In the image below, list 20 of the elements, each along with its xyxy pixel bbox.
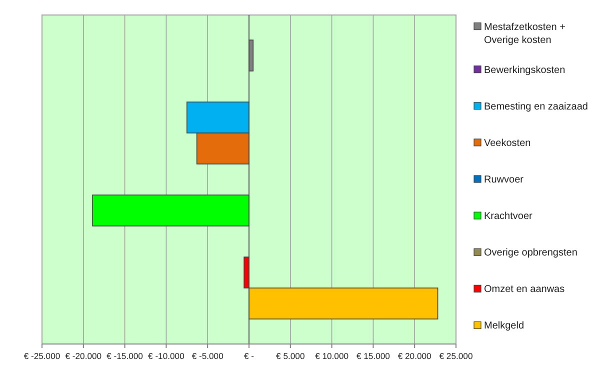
legend-label: Ruwvoer [484,174,524,186]
x-tick-label: € -15.000 [106,351,144,361]
x-tick-label: € 20.000 [398,351,432,361]
x-tick-label: € 10.000 [315,351,349,361]
x-tick-label: € - [244,351,254,361]
x-tick-label: € -25.000 [24,351,60,361]
legend-label: Melkgeld [484,320,524,332]
legend-label: Veekosten [484,138,531,149]
x-tick-label: € 15.000 [356,351,390,361]
x-tick-label: € -5.000 [192,351,224,361]
x-tick-label: € -10.000 [148,351,185,361]
x-tick-label: € -20.000 [65,351,102,361]
legend-label: Bemesting en zaaizaad [484,101,588,112]
legend-label: Mestafzetkosten + Overige kosten [484,22,566,46]
x-tick-label: € 25.000 [439,351,473,361]
x-tick-label: € 5.000 [276,351,305,361]
legend-label: Bewerkingskosten [484,64,566,76]
legend-label: Overige opbrengsten [484,248,578,259]
legend-label: Omzet en aanwas [484,284,565,296]
legend-label: Krachtvoer [484,211,534,222]
